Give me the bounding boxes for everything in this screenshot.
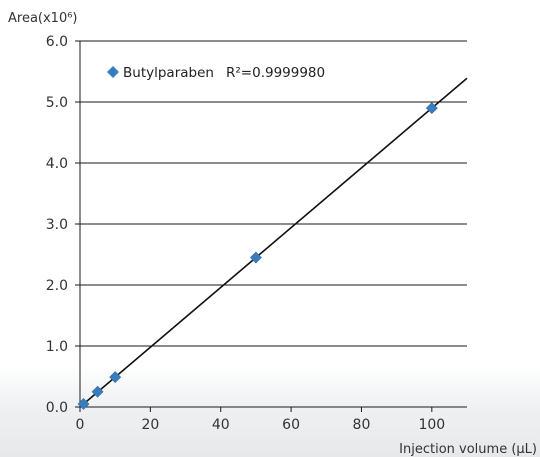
- y-tick-label-4: 4.0: [46, 156, 68, 172]
- y-axis-title: Area(x10⁶): [8, 11, 78, 26]
- y-tick-label-1: 1.0: [46, 339, 68, 355]
- legend: Butylparaben R²=0.9999980: [107, 65, 325, 81]
- x-tick-label-5: 100: [418, 417, 445, 433]
- grid-lines: [80, 40, 467, 347]
- x-tick-label-2: 40: [212, 417, 230, 433]
- y-tick-label-3: 3.0: [46, 217, 68, 233]
- data-points: [77, 102, 438, 410]
- x-tick-label-4: 80: [353, 417, 371, 433]
- x-tick-label-0: 0: [76, 417, 85, 433]
- y-tick-label-6: 6.0: [46, 34, 68, 50]
- y-tick-label-0: 0.0: [46, 400, 68, 416]
- tick-labels: 0.0 1.0 2.0 3.0 4.0 5.0 6.0 0 20 40 60 80 100: [46, 34, 445, 433]
- axes: [75, 40, 467, 412]
- fit-line: [79, 77, 468, 408]
- x-tick-label-1: 20: [141, 417, 159, 433]
- data-point-0-2: [109, 371, 122, 384]
- fit-line-group: [79, 77, 468, 408]
- data-point-0-0: [77, 398, 90, 410]
- data-point-0-3: [249, 251, 262, 264]
- y-tick-label-5: 5.0: [46, 95, 68, 111]
- data-point-0-1: [91, 385, 104, 398]
- y-tick-label-2: 2.0: [46, 278, 68, 294]
- data-point-0-4: [425, 102, 438, 115]
- legend-r-squared: R²=0.9999980: [226, 65, 325, 81]
- legend-series-name: Butylparaben: [123, 65, 214, 81]
- legend-marker-diamond: [107, 66, 119, 78]
- x-axis-title: Injection volume (µL): [399, 442, 537, 457]
- x-tick-label-3: 60: [282, 417, 300, 433]
